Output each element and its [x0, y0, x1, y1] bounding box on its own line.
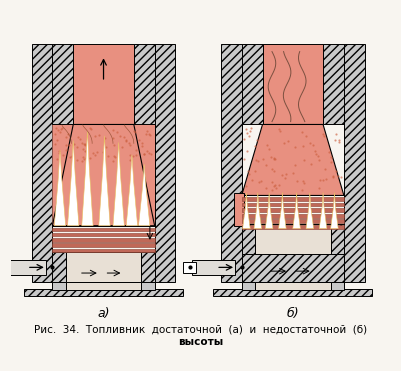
Polygon shape — [134, 124, 154, 226]
Bar — [141, 252, 154, 282]
Bar — [241, 224, 254, 254]
Bar — [52, 124, 154, 226]
Bar — [192, 260, 235, 275]
Bar — [3, 260, 46, 275]
Text: а): а) — [97, 307, 109, 320]
Bar — [262, 44, 322, 124]
Bar — [24, 289, 182, 296]
Polygon shape — [318, 193, 326, 229]
Bar — [241, 197, 343, 201]
Polygon shape — [126, 155, 137, 226]
Bar — [73, 44, 134, 124]
Text: Рис.  34.  Топливник  достаточной  (а)  и  недостаточной  (б): Рис. 34. Топливник достаточной (а) и нед… — [34, 324, 367, 334]
Polygon shape — [292, 193, 300, 229]
Polygon shape — [138, 164, 150, 226]
Bar — [241, 203, 343, 207]
Bar — [220, 44, 241, 282]
Bar — [254, 282, 330, 290]
Bar — [134, 44, 154, 124]
Bar — [241, 254, 343, 282]
Bar — [52, 44, 73, 124]
Polygon shape — [52, 282, 65, 290]
Bar — [241, 44, 262, 124]
Bar — [52, 233, 154, 236]
Bar — [241, 225, 343, 229]
Bar — [330, 224, 343, 254]
Bar — [52, 238, 154, 242]
Bar — [254, 224, 330, 254]
Polygon shape — [113, 142, 124, 226]
Bar — [52, 243, 154, 247]
Bar — [241, 214, 343, 217]
Bar — [65, 282, 141, 290]
Bar — [343, 44, 364, 282]
Bar — [65, 252, 141, 282]
Polygon shape — [253, 193, 261, 229]
Bar — [241, 209, 343, 212]
Bar — [32, 44, 52, 282]
Polygon shape — [141, 282, 154, 290]
Polygon shape — [241, 282, 254, 290]
Bar — [241, 220, 343, 223]
Bar — [213, 289, 371, 296]
Bar — [52, 252, 65, 282]
Polygon shape — [241, 124, 343, 196]
Bar — [182, 262, 196, 273]
Polygon shape — [67, 141, 79, 226]
Text: высоты: высоты — [178, 337, 223, 347]
Polygon shape — [242, 193, 249, 229]
Text: б): б) — [286, 307, 298, 320]
Bar — [322, 44, 343, 124]
Polygon shape — [305, 193, 313, 229]
Bar — [52, 227, 154, 231]
Polygon shape — [54, 150, 65, 226]
Polygon shape — [52, 124, 154, 226]
Polygon shape — [330, 193, 337, 229]
Polygon shape — [52, 124, 73, 226]
Polygon shape — [330, 282, 343, 290]
Polygon shape — [99, 136, 110, 226]
Polygon shape — [81, 131, 93, 226]
Bar — [154, 44, 175, 282]
Bar — [233, 193, 243, 226]
Polygon shape — [278, 193, 286, 229]
Bar — [52, 249, 154, 252]
Polygon shape — [265, 193, 272, 229]
Bar — [0, 262, 7, 273]
